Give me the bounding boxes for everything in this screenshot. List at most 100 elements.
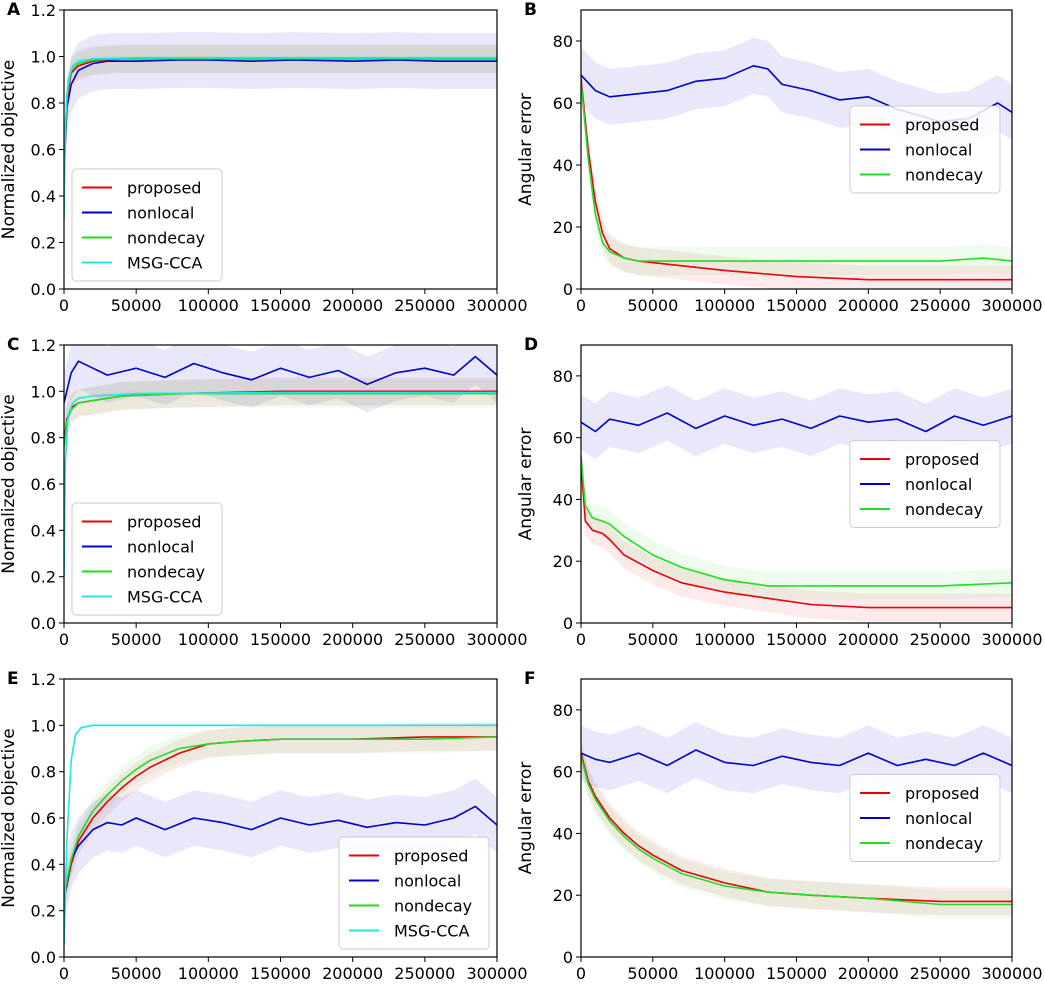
x-tick-label: 100000 (694, 964, 755, 983)
y-tick-label: 0.4 (31, 187, 56, 206)
x-tick-label: 300000 (466, 964, 527, 983)
legend-label-nonlocal: nonlocal (127, 538, 194, 557)
panel-d: 0 50000 100000 150000 200000 250000 300000 0 20 4… (516, 335, 1043, 649)
x-tick-label: 0 (59, 964, 69, 983)
x-tick-label: 100000 (178, 630, 239, 649)
panel-a: 0 50000 100000 150000 200000 250000 300000 0.0 0… (0, 0, 528, 315)
y-tick-label: 0.0 (31, 948, 56, 967)
y-tick-label: 0.4 (31, 521, 56, 540)
legend-label-nondecay: nondecay (905, 500, 983, 519)
legend-label-nondecay: nondecay (127, 229, 205, 248)
y-tick-label: 0.0 (31, 614, 56, 633)
x-tick-label: 0 (576, 964, 586, 983)
x-tick-label: 100000 (178, 296, 239, 315)
series-line-proposed (581, 462, 1012, 609)
x-tick-label: 200000 (838, 296, 899, 315)
y-tick-label: 20 (553, 552, 573, 571)
legend-label-msg-cca: MSG-CCA (127, 588, 202, 607)
y-tick-label: 80 (553, 701, 573, 720)
y-tick-label: 1.0 (31, 48, 56, 67)
band-proposed (64, 377, 497, 457)
y-tick-label: 60 (553, 763, 573, 782)
x-tick-label: 250000 (394, 630, 455, 649)
band-nonlocal (64, 345, 497, 431)
legend-label-nondecay: nondecay (127, 563, 205, 582)
panel-letter: D (524, 335, 538, 355)
band-nondecay (64, 379, 497, 461)
legend-box (849, 774, 1001, 862)
band-nondecay (581, 67, 1012, 276)
y-axis-label: Normalized objective (0, 394, 19, 573)
y-tick-label: 0.6 (31, 141, 56, 160)
x-tick-label: 50000 (111, 964, 162, 983)
band-nondecay (64, 44, 497, 187)
series-line-nondecay (64, 736, 497, 895)
series-line-msg-cca (64, 724, 497, 946)
panel-letter: C (7, 335, 19, 355)
x-tick-label: 250000 (910, 630, 971, 649)
series-line-nondecay (581, 755, 1012, 906)
legend-label-proposed: proposed (905, 116, 979, 135)
legend-box (71, 502, 223, 616)
band-nondecay (64, 723, 497, 909)
legend: proposed nonlocal nondecay (849, 774, 1001, 862)
x-tick-label: 0 (59, 296, 69, 315)
x-tick-label: 50000 (627, 630, 678, 649)
x-tick-label: 150000 (766, 630, 827, 649)
y-tick-label: 0.8 (31, 763, 56, 782)
legend: proposed nonlocal nondecay MSG-CCA (338, 836, 490, 950)
legend-label-nonlocal: nonlocal (905, 475, 972, 494)
series-line-nonlocal (64, 805, 497, 900)
y-axis-label: Normalized objective (0, 728, 19, 907)
y-tick-label: 0.4 (31, 855, 56, 874)
series-line-nonlocal (581, 749, 1012, 767)
series-line-proposed (581, 78, 1012, 281)
legend-box (71, 168, 223, 282)
band-nondecay (581, 742, 1012, 919)
y-tick-label: 40 (553, 824, 573, 843)
y-tick-label: 1.2 (31, 670, 56, 689)
band-nonlocal (64, 32, 497, 201)
legend-label-nondecay: nondecay (905, 166, 983, 185)
legend-label-msg-cca: MSG-CCA (394, 922, 469, 941)
confidence-bands (64, 345, 497, 580)
y-axis-label: Normalized objective (0, 60, 19, 239)
x-tick-label: 50000 (111, 630, 162, 649)
x-tick-label: 300000 (981, 296, 1042, 315)
x-tick-label: 300000 (981, 630, 1042, 649)
y-tick-label: 0.2 (31, 234, 56, 253)
legend-label-proposed: proposed (905, 450, 979, 469)
x-tick-label: 0 (576, 630, 586, 649)
series-lines (64, 355, 497, 577)
y-tick-label: 0.6 (31, 809, 56, 828)
y-tick-label: 0 (563, 280, 573, 299)
legend-box (338, 836, 490, 950)
legend-label-msg-cca: MSG-CCA (127, 254, 202, 273)
confidence-bands (64, 722, 497, 949)
x-tick-label: 200000 (322, 964, 383, 983)
x-tick-label: 200000 (838, 964, 899, 983)
series-lines (64, 724, 497, 946)
x-tick-label: 150000 (250, 630, 311, 649)
panel-f: 0 50000 100000 150000 200000 250000 300000 0 20 4… (516, 669, 1043, 983)
panel-b: 0 50000 100000 150000 200000 250000 300000 0 20 4… (516, 0, 1043, 315)
series-line-nonlocal (64, 59, 497, 173)
x-tick-label: 300000 (466, 296, 527, 315)
y-tick-label: 0.8 (31, 429, 56, 448)
legend-label-nonlocal: nonlocal (394, 872, 461, 891)
x-tick-label: 150000 (766, 964, 827, 983)
series-line-msg-cca (64, 391, 497, 577)
legend-box (849, 105, 1001, 194)
x-tick-label: 50000 (627, 296, 678, 315)
series-line-msg-cca (64, 56, 497, 220)
legend-box (849, 440, 1001, 528)
series-line-nondecay (581, 81, 1012, 262)
y-tick-label: 0.6 (31, 475, 56, 494)
y-tick-label: 0 (563, 614, 573, 633)
legend: proposed nonlocal nondecay MSG-CCA (71, 168, 223, 282)
y-axis-label: Angular error (516, 93, 536, 206)
legend-label-nonlocal: nonlocal (905, 141, 972, 160)
band-nondecay (581, 442, 1012, 600)
x-tick-label: 300000 (981, 964, 1042, 983)
panel-c: 0 50000 100000 150000 200000 250000 300000 0.0 0… (0, 335, 528, 649)
